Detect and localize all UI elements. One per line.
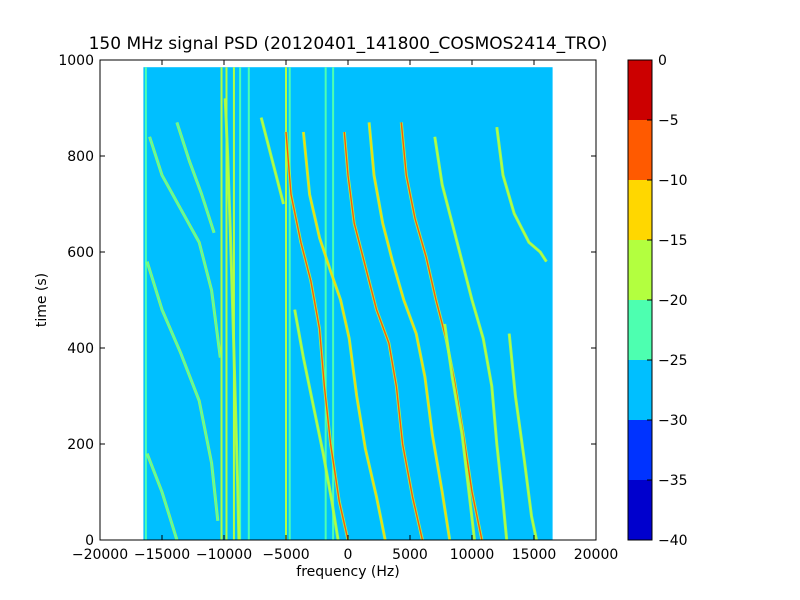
- colorbar-tick-label: −15: [658, 233, 688, 249]
- signal-track-13: [496, 127, 547, 262]
- x-tick-label: −20000: [72, 547, 128, 563]
- colorbar-tick-label: −40: [658, 533, 688, 549]
- colorbar-segment-4: [628, 240, 652, 300]
- signal-track-9: [400, 122, 483, 540]
- colorbar-segment-3: [628, 300, 652, 360]
- x-tick-label: −5000: [262, 547, 309, 563]
- heatmap-background: [143, 67, 553, 540]
- signal-track-10: [294, 309, 339, 540]
- signal-track-14: [508, 333, 538, 540]
- x-tick-label: 20000: [574, 547, 619, 563]
- colorbar-tick-label: −5: [658, 113, 679, 129]
- x-tick-label: −10000: [196, 547, 252, 563]
- colorbar-segment-2: [628, 360, 652, 420]
- signal-track-3: [176, 122, 215, 234]
- colorbar-segment-5: [628, 180, 652, 240]
- heatmap: [143, 67, 553, 540]
- signal-track-8: [368, 122, 451, 540]
- chart-title: 150 MHz signal PSD (20120401_141800_COSM…: [89, 34, 608, 54]
- y-tick-label: 200: [67, 437, 94, 453]
- colorbar-tick-label: 0: [658, 53, 667, 69]
- y-tick-label: 400: [67, 341, 94, 357]
- x-tick-label: −15000: [134, 547, 190, 563]
- colorbar: −40 −35 −30 −25 −20 −15 −10 −5 0: [627, 53, 688, 549]
- signal-track-4: [224, 98, 240, 540]
- y-tick-label: 1000: [58, 53, 94, 69]
- signal-track-6: [302, 131, 386, 540]
- colorbar-segment-1: [628, 420, 652, 480]
- x-tick-label: 0: [344, 547, 353, 563]
- x-tick-label: 15000: [512, 547, 557, 563]
- signal-track-0: [148, 136, 221, 358]
- y-tick-label: 800: [67, 149, 94, 165]
- signal-track-15: [444, 323, 476, 540]
- colorbar-tick-label: −30: [658, 413, 688, 429]
- colorbar-tick-label: −20: [658, 293, 688, 309]
- signal-track-12: [434, 136, 508, 540]
- colorbar-tick-label: −25: [658, 353, 688, 369]
- y-axis-label: time (s): [34, 273, 50, 327]
- signal-track-11: [260, 117, 285, 205]
- y-tick-label: 0: [85, 533, 94, 549]
- y-tick-label: 600: [67, 245, 94, 261]
- signal-track-7: [343, 131, 424, 540]
- x-tick-label: 5000: [392, 547, 428, 563]
- colorbar-tick-label: −10: [658, 173, 688, 189]
- x-axis: −20000 −15000 −10000 −5000 0 5000 10000 15000 20…: [72, 60, 618, 563]
- colorbar-tick-label: −35: [658, 473, 688, 489]
- signal-track-5: [285, 131, 349, 540]
- x-tick-label: 10000: [450, 547, 495, 563]
- colorbar-segment-7: [628, 60, 652, 120]
- colorbar-segment-6: [628, 120, 652, 180]
- signal-track-1: [146, 261, 219, 521]
- signal-track-2: [146, 453, 178, 540]
- colorbar-segment-0: [628, 480, 652, 540]
- x-axis-label: frequency (Hz): [296, 564, 399, 580]
- y-axis: 0 200 400 600 800 1000: [58, 53, 596, 549]
